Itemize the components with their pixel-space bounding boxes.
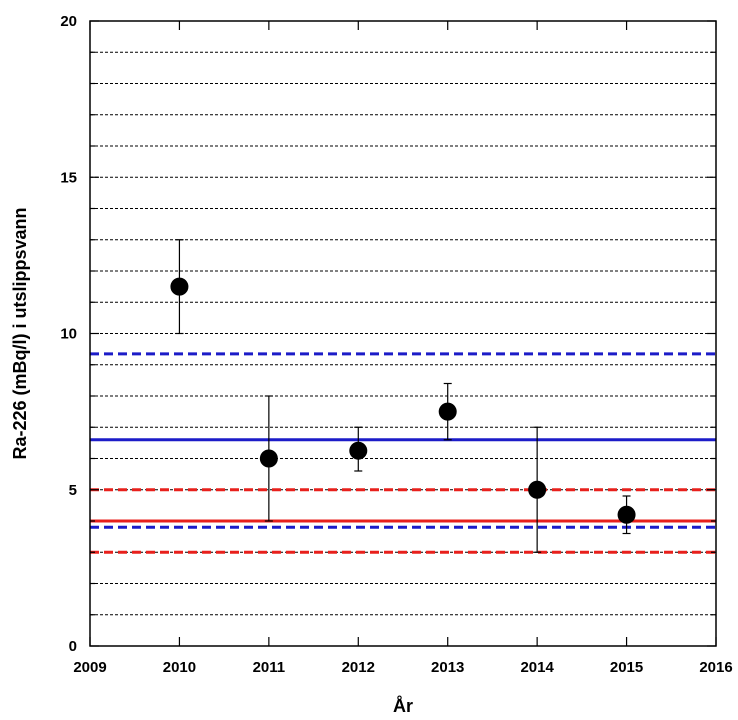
grid-lines bbox=[90, 51, 716, 616]
x-tick-label: 2015 bbox=[610, 659, 643, 676]
x-axis-title: År bbox=[393, 696, 413, 716]
y-tick-label: 0 bbox=[69, 638, 77, 655]
y-tick-label: 5 bbox=[69, 482, 77, 499]
x-tick-label: 2013 bbox=[431, 659, 464, 676]
x-tick-label: 2010 bbox=[163, 659, 196, 676]
y-tick-label: 20 bbox=[60, 13, 77, 30]
data-point bbox=[349, 441, 368, 460]
x-tick-label: 2011 bbox=[253, 659, 286, 676]
reference-lines bbox=[90, 352, 716, 554]
data-point bbox=[259, 449, 278, 468]
y-tick-label: 15 bbox=[60, 169, 77, 186]
x-tick-label: 2014 bbox=[520, 659, 554, 676]
y-tick-label: 10 bbox=[60, 326, 77, 343]
data-series bbox=[170, 239, 636, 553]
x-tick-label: 2016 bbox=[699, 659, 732, 676]
data-point bbox=[438, 402, 457, 421]
x-tick-label: 2012 bbox=[342, 659, 375, 676]
x-tick-label: 2009 bbox=[73, 659, 106, 676]
data-point bbox=[170, 277, 189, 296]
data-point bbox=[528, 480, 547, 499]
data-point bbox=[617, 505, 636, 524]
axis-ticks: 2009 2010 2011 2012 2013 2014 2015 2016 0 5 10 15 20 bbox=[60, 13, 732, 676]
y-axis-title: Ra-226 (mBq/l) i utslippsvann bbox=[10, 207, 30, 459]
